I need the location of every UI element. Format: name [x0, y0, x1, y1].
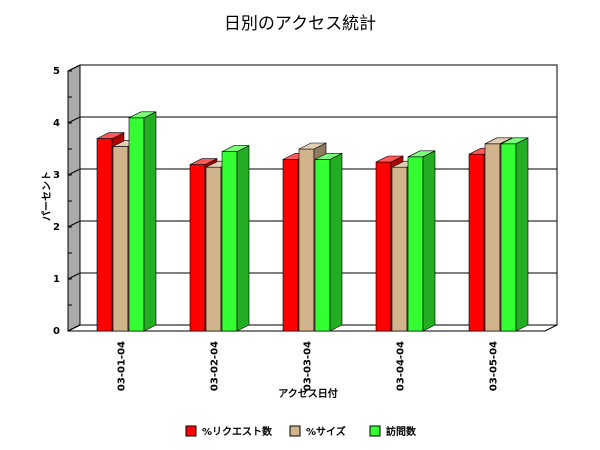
bar-top [221, 145, 250, 152]
bar-side [143, 111, 157, 332]
chart-title: 日別のアクセス統計 [224, 14, 376, 34]
x-tick-label: 03-04-04 [396, 341, 407, 391]
bar-front [189, 164, 206, 332]
plot-area: 0 1 2 3 4 5 03-01-04 03-02-04 03-03-04 03-04-04 03… [53, 64, 558, 391]
y-tick-label: 5 [53, 66, 60, 77]
bar [314, 152, 343, 332]
bar-top [500, 137, 529, 145]
bar-side [329, 152, 343, 332]
y-tick-label: 1 [53, 274, 60, 285]
bar-front [500, 143, 517, 332]
gridline-side [67, 324, 81, 332]
bar-side [236, 145, 250, 332]
legend-label: %リクエスト数 [202, 425, 273, 438]
y-axis-label: パーセント [41, 171, 53, 221]
bar-top [314, 153, 343, 160]
x-tick-label: 03-05-04 [489, 341, 500, 391]
y-tick-label: 4 [53, 118, 60, 129]
gridline-side [67, 64, 81, 72]
bar-front [221, 151, 238, 332]
x-tick-label: 03-02-04 [210, 341, 221, 391]
bar-top [298, 142, 327, 150]
bar-front [484, 143, 501, 332]
bar-side [422, 150, 436, 332]
y-tick-label: 2 [53, 222, 60, 233]
left-wall [67, 64, 81, 332]
bar-top [128, 111, 157, 119]
bar-front [205, 166, 222, 332]
bar [407, 150, 436, 332]
x-axis-label: アクセス日付 [278, 387, 338, 400]
x-tick-label: 03-03-04 [303, 341, 314, 391]
legend-swatch [289, 425, 301, 437]
bar [221, 145, 250, 332]
legend: %リクエスト数 %サイズ 訪問数 [185, 425, 417, 438]
bar [128, 111, 157, 332]
x-tick-label: 03-01-04 [117, 341, 128, 391]
bar-front [128, 117, 145, 332]
bar-top [407, 150, 436, 158]
legend-label: 訪問数 [386, 425, 417, 438]
gridline-side [67, 116, 81, 124]
bar-front [391, 166, 408, 332]
gridline-side [67, 220, 81, 228]
gridline-side [67, 272, 81, 280]
bar-front [314, 159, 331, 332]
bar-front [298, 148, 315, 332]
bar-front [407, 156, 424, 332]
bar-top [96, 132, 125, 139]
legend-swatch [185, 425, 197, 437]
y-tick-label: 0 [53, 326, 60, 337]
bar-top [484, 137, 513, 145]
bar-top [375, 155, 404, 163]
bar-top [189, 158, 218, 165]
bar [500, 137, 529, 332]
bar-front [282, 159, 299, 332]
gridline-side [67, 168, 81, 176]
legend-item: %サイズ [289, 425, 346, 438]
legend-item: %リクエスト数 [185, 425, 273, 438]
bar-front [468, 153, 485, 332]
y-tick-label: 3 [53, 170, 60, 181]
legend-item: 訪問数 [369, 425, 417, 438]
legend-swatch [369, 425, 381, 437]
bar-side [515, 137, 529, 332]
bar-front [112, 146, 129, 332]
bar-front [96, 138, 113, 332]
bar-front [375, 161, 392, 332]
legend-label: %サイズ [306, 425, 346, 438]
